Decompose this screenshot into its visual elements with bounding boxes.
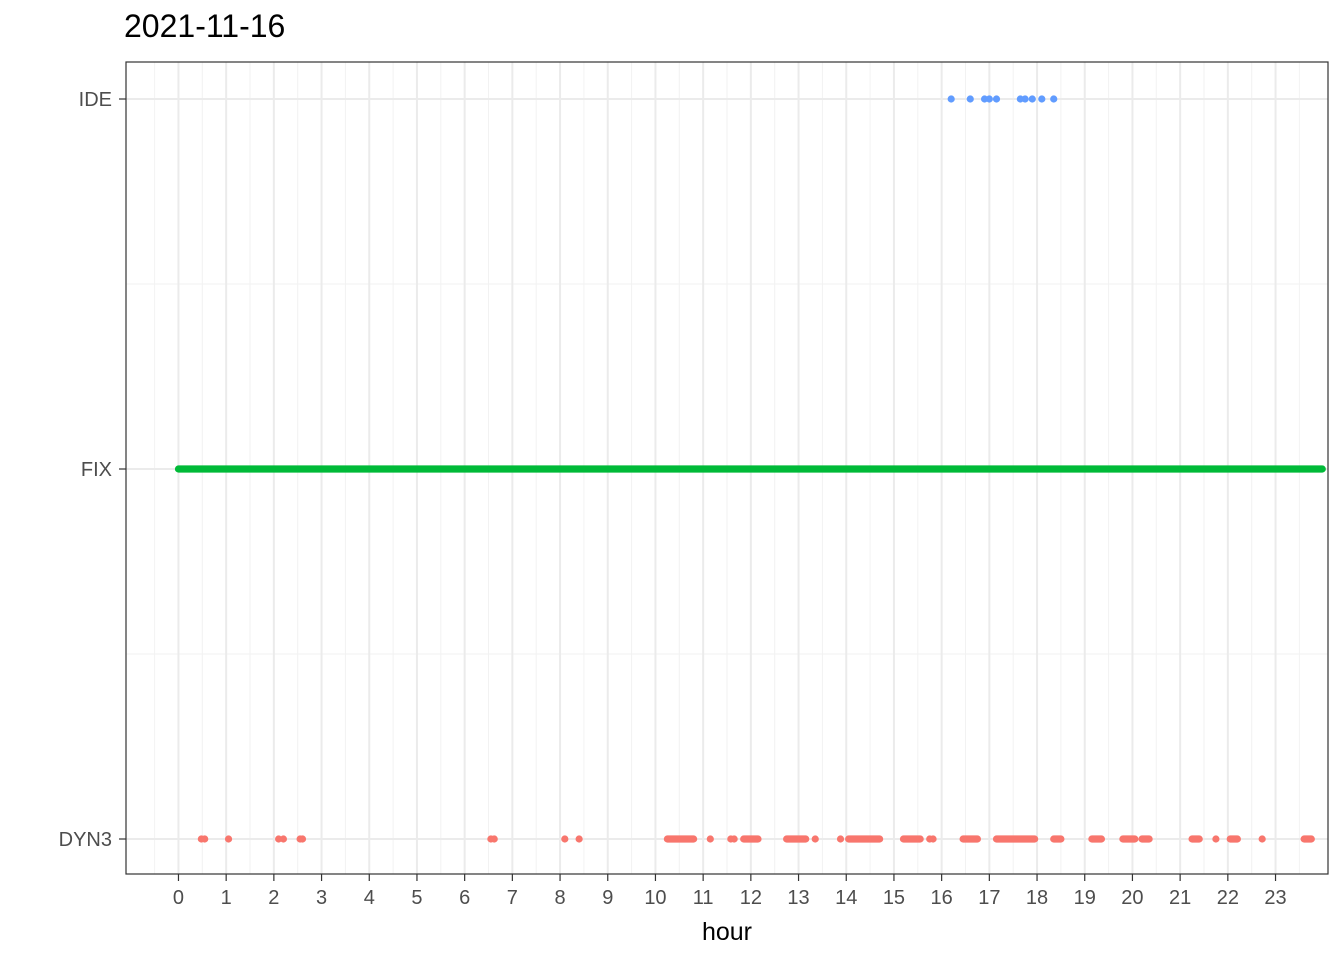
- data-point-dyn3: [730, 835, 738, 843]
- x-tick-label: 5: [411, 887, 422, 909]
- data-point-dyn3: [561, 835, 569, 843]
- x-tick-label: 14: [835, 887, 857, 909]
- x-tick-label: 15: [883, 887, 905, 909]
- x-tick-label: 17: [978, 887, 1000, 909]
- data-point-ide: [985, 95, 993, 103]
- data-point-dyn3: [201, 835, 209, 843]
- x-tick-label: 13: [787, 887, 809, 909]
- x-tick-label: 8: [554, 887, 565, 909]
- x-tick-label: 18: [1026, 887, 1048, 909]
- data-point-ide: [1028, 95, 1036, 103]
- data-point-dyn3: [279, 835, 288, 843]
- data-point-dyn3: [575, 835, 583, 843]
- x-tick-label: 11: [693, 887, 714, 909]
- x-tick-label: 16: [931, 887, 953, 909]
- data-point-ide: [1050, 95, 1058, 103]
- x-tick-label: 12: [740, 887, 762, 909]
- data-point-dyn3: [836, 835, 845, 843]
- data-point-dyn3: [706, 835, 714, 843]
- x-tick-label: 23: [1264, 887, 1286, 909]
- x-tick-label: 0: [173, 887, 184, 909]
- data-point-ide: [1021, 95, 1029, 103]
- data-point-dyn3: [490, 835, 498, 843]
- data-point-dyn3: [1212, 835, 1220, 843]
- data-point-dyn3: [929, 835, 937, 843]
- x-tick-label: 4: [364, 887, 375, 909]
- x-tick-label: 22: [1217, 887, 1239, 909]
- data-layer: [174, 95, 1326, 843]
- data-point-ide: [966, 95, 974, 103]
- x-tick-label: 6: [459, 887, 470, 909]
- x-tick-label: 20: [1121, 887, 1143, 909]
- chart-title: 2021-11-16: [124, 8, 286, 44]
- x-tick-label: 1: [221, 887, 232, 909]
- x-tick-label: 7: [507, 887, 518, 909]
- data-point-dyn3: [298, 835, 307, 843]
- plot-panel-border: [125, 61, 1329, 875]
- y-tick-label: IDE: [79, 89, 112, 111]
- y-tick-label: DYN3: [59, 829, 112, 851]
- axis-layer: 0 1 2 3 4 5 6 7 8 9 10 11 12 13 14 15 16 17 18 19 20 21 22 23DY…: [59, 89, 1287, 909]
- x-axis-title: hour: [702, 918, 752, 946]
- x-tick-label: 3: [316, 887, 327, 909]
- x-tick-label: 19: [1074, 887, 1096, 909]
- x-tick-label: 10: [644, 887, 666, 909]
- data-point-ide: [947, 95, 955, 103]
- y-tick-label: FIX: [81, 459, 112, 481]
- data-point-dyn3: [1258, 835, 1266, 843]
- data-point-ide: [1038, 95, 1046, 103]
- x-tick-label: 21: [1169, 887, 1191, 909]
- data-point-dyn3: [224, 835, 233, 843]
- x-tick-label: 2: [268, 887, 279, 909]
- data-point-dyn3: [811, 835, 819, 843]
- data-point-ide: [992, 95, 1001, 103]
- x-tick-label: 9: [602, 887, 613, 909]
